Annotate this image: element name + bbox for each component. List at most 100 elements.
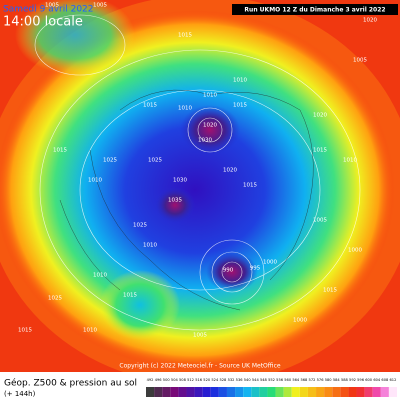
scale-swatch	[267, 387, 276, 397]
pressure-label: 1010	[203, 93, 217, 99]
cold-pool	[100, 270, 180, 340]
pressure-label: 1015	[323, 288, 337, 294]
pressure-label: 1015	[123, 293, 137, 299]
pressure-label: 1010	[343, 158, 357, 164]
pressure-label: 1025	[148, 158, 162, 164]
scale-swatch	[210, 387, 219, 397]
scale-swatch	[202, 387, 211, 397]
pressure-label: 1005	[45, 3, 59, 9]
pressure-label: 1000	[263, 260, 277, 266]
scale-swatch	[146, 387, 155, 397]
scale-swatch	[332, 387, 341, 397]
scale-label: 568	[300, 378, 308, 382]
pressure-label: 1010	[233, 78, 247, 84]
pressure-label: 1015	[143, 103, 157, 109]
lead-time: (+ 144h)	[4, 390, 36, 398]
scale-label: 580	[325, 378, 333, 382]
scale-swatch	[340, 387, 349, 397]
pressure-label: 1035	[168, 198, 182, 204]
scale-swatch	[324, 387, 333, 397]
scale-swatch	[194, 387, 203, 397]
low-center	[155, 187, 195, 223]
pressure-label: 1010	[143, 243, 157, 249]
scale-swatch	[283, 387, 292, 397]
scale-swatch	[291, 387, 300, 397]
pressure-label: 1005	[353, 58, 367, 64]
scale-swatch	[243, 387, 252, 397]
scale-label: 592	[349, 378, 356, 382]
forecast-time: 14:00 locale	[3, 15, 83, 30]
pressure-label: 1010	[83, 328, 97, 334]
scale-label: 500	[163, 378, 171, 382]
scale-label: 520	[203, 378, 211, 382]
scale-label: 600	[365, 378, 373, 382]
scale-label: 540	[244, 378, 252, 382]
scale-label: 548	[260, 378, 268, 382]
pressure-label: 1020	[223, 168, 237, 174]
scale-label: 528	[219, 378, 227, 382]
scale-label: 604	[373, 378, 381, 382]
pressure-label: 1030	[173, 178, 187, 184]
scale-label: 572	[309, 378, 316, 382]
pressure-label: 1025	[103, 158, 117, 164]
pressure-labels: 1005 1005 1015 1010 1020 1010 1015 1010 1015 1020…	[18, 3, 377, 339]
scale-swatch	[275, 387, 284, 397]
scale-swatch	[259, 387, 268, 397]
scale-label: 524	[211, 378, 219, 382]
pressure-label: 1020	[313, 113, 327, 119]
scale-swatch	[380, 387, 389, 397]
scale-swatch	[162, 387, 171, 397]
pressure-label: 990	[223, 268, 234, 274]
pressure-label: 1020	[363, 18, 377, 24]
pressure-label: 1015	[233, 103, 247, 109]
scale-swatch	[316, 387, 325, 397]
scale-swatch	[235, 387, 244, 397]
scale-swatch	[364, 387, 373, 397]
scale-swatch	[186, 387, 195, 397]
pressure-label: 1020	[203, 123, 217, 129]
scale-swatch	[226, 387, 236, 397]
scale-swatch	[348, 387, 357, 397]
scale-label: 516	[195, 378, 203, 382]
pressure-label: 1025	[133, 223, 147, 229]
run-banner	[232, 4, 398, 15]
pressure-label: 1015	[18, 328, 32, 334]
scale-label: 564	[292, 378, 300, 382]
scale-label: 560	[284, 378, 292, 382]
scale-swatch	[299, 387, 308, 397]
scale-swatch	[154, 387, 163, 397]
scale-label: 532	[228, 378, 235, 382]
scale-swatch	[388, 387, 397, 397]
scale-swatch	[356, 387, 365, 397]
scale-label: 612	[390, 378, 397, 382]
pressure-label: 1025	[48, 296, 62, 302]
pressure-label: 1010	[93, 273, 107, 279]
pressure-label: 1015	[313, 148, 327, 154]
run-info: Run UKMO 12 Z du Dimanche 3 avril 2022	[244, 7, 385, 14]
cold-pool	[15, 0, 135, 75]
scale-label: 492	[147, 378, 154, 382]
scale-label: 508	[179, 378, 187, 382]
forecast-date: Samedi 9 avril 2022	[3, 5, 94, 15]
pressure-label: 1015	[243, 183, 257, 189]
scale-label: 544	[252, 378, 260, 382]
scale-swatch	[218, 387, 227, 397]
pressure-label: 1030	[198, 138, 212, 144]
pressure-label: 1005	[193, 333, 207, 339]
scale-label: 552	[268, 378, 275, 382]
pressure-label: 1000	[348, 248, 362, 254]
scale-label: 512	[187, 378, 194, 382]
geopotential-field	[0, 10, 395, 370]
scale-swatch	[251, 387, 260, 397]
pressure-label: 1005	[313, 218, 327, 224]
scale-label: 588	[341, 378, 349, 382]
scale-label: 596	[357, 378, 365, 382]
scale-label: 576	[317, 378, 325, 382]
pressure-label: 1010	[178, 106, 192, 112]
scale-swatch	[178, 387, 187, 397]
pressure-label: 995	[250, 266, 261, 272]
footer-title: Géop. Z500 & pression au sol	[4, 378, 137, 389]
scale-swatch	[307, 387, 317, 397]
pressure-label: 1010	[88, 178, 102, 184]
